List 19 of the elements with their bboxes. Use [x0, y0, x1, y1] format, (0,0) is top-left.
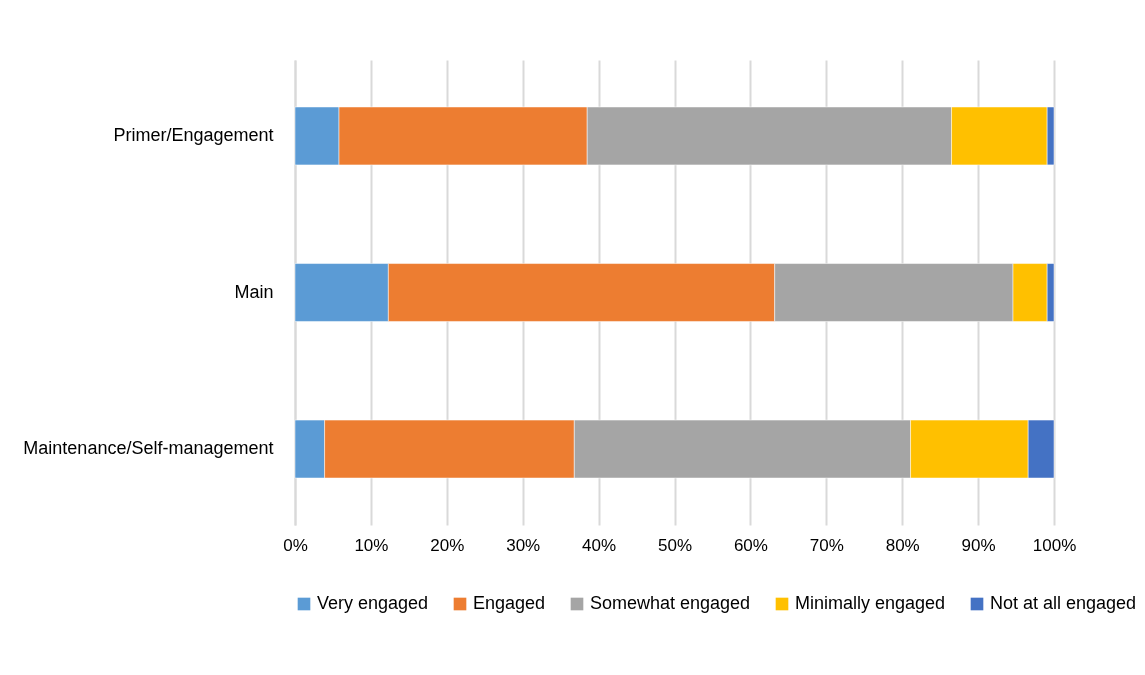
x-tick-label: 70% — [809, 535, 844, 555]
x-tick-label: 20% — [430, 535, 465, 555]
x-tick-label: 10% — [354, 535, 389, 555]
x-tick-label: 60% — [733, 535, 768, 555]
x-tick-label: 100% — [1032, 535, 1077, 555]
legend-label: Minimally engaged — [795, 593, 946, 613]
y-tick-label: Main — [234, 281, 274, 302]
y-tick-label: Primer/Engagement — [113, 124, 274, 145]
legend-label: Very engaged — [317, 593, 429, 613]
x-tick-label: 50% — [657, 535, 693, 555]
x-tick-label: 0% — [283, 535, 308, 555]
x-tick-label: 90% — [961, 535, 996, 555]
y-tick-label: Maintenance/Self-management — [23, 438, 274, 459]
legend-label: Somewhat engaged — [590, 593, 751, 613]
x-tick-label: 30% — [506, 535, 541, 555]
x-tick-label: 40% — [582, 535, 617, 555]
legend-label: Engaged — [473, 593, 546, 613]
x-tick-label: 80% — [885, 535, 920, 555]
legend-label: Not at all engaged — [990, 593, 1137, 613]
